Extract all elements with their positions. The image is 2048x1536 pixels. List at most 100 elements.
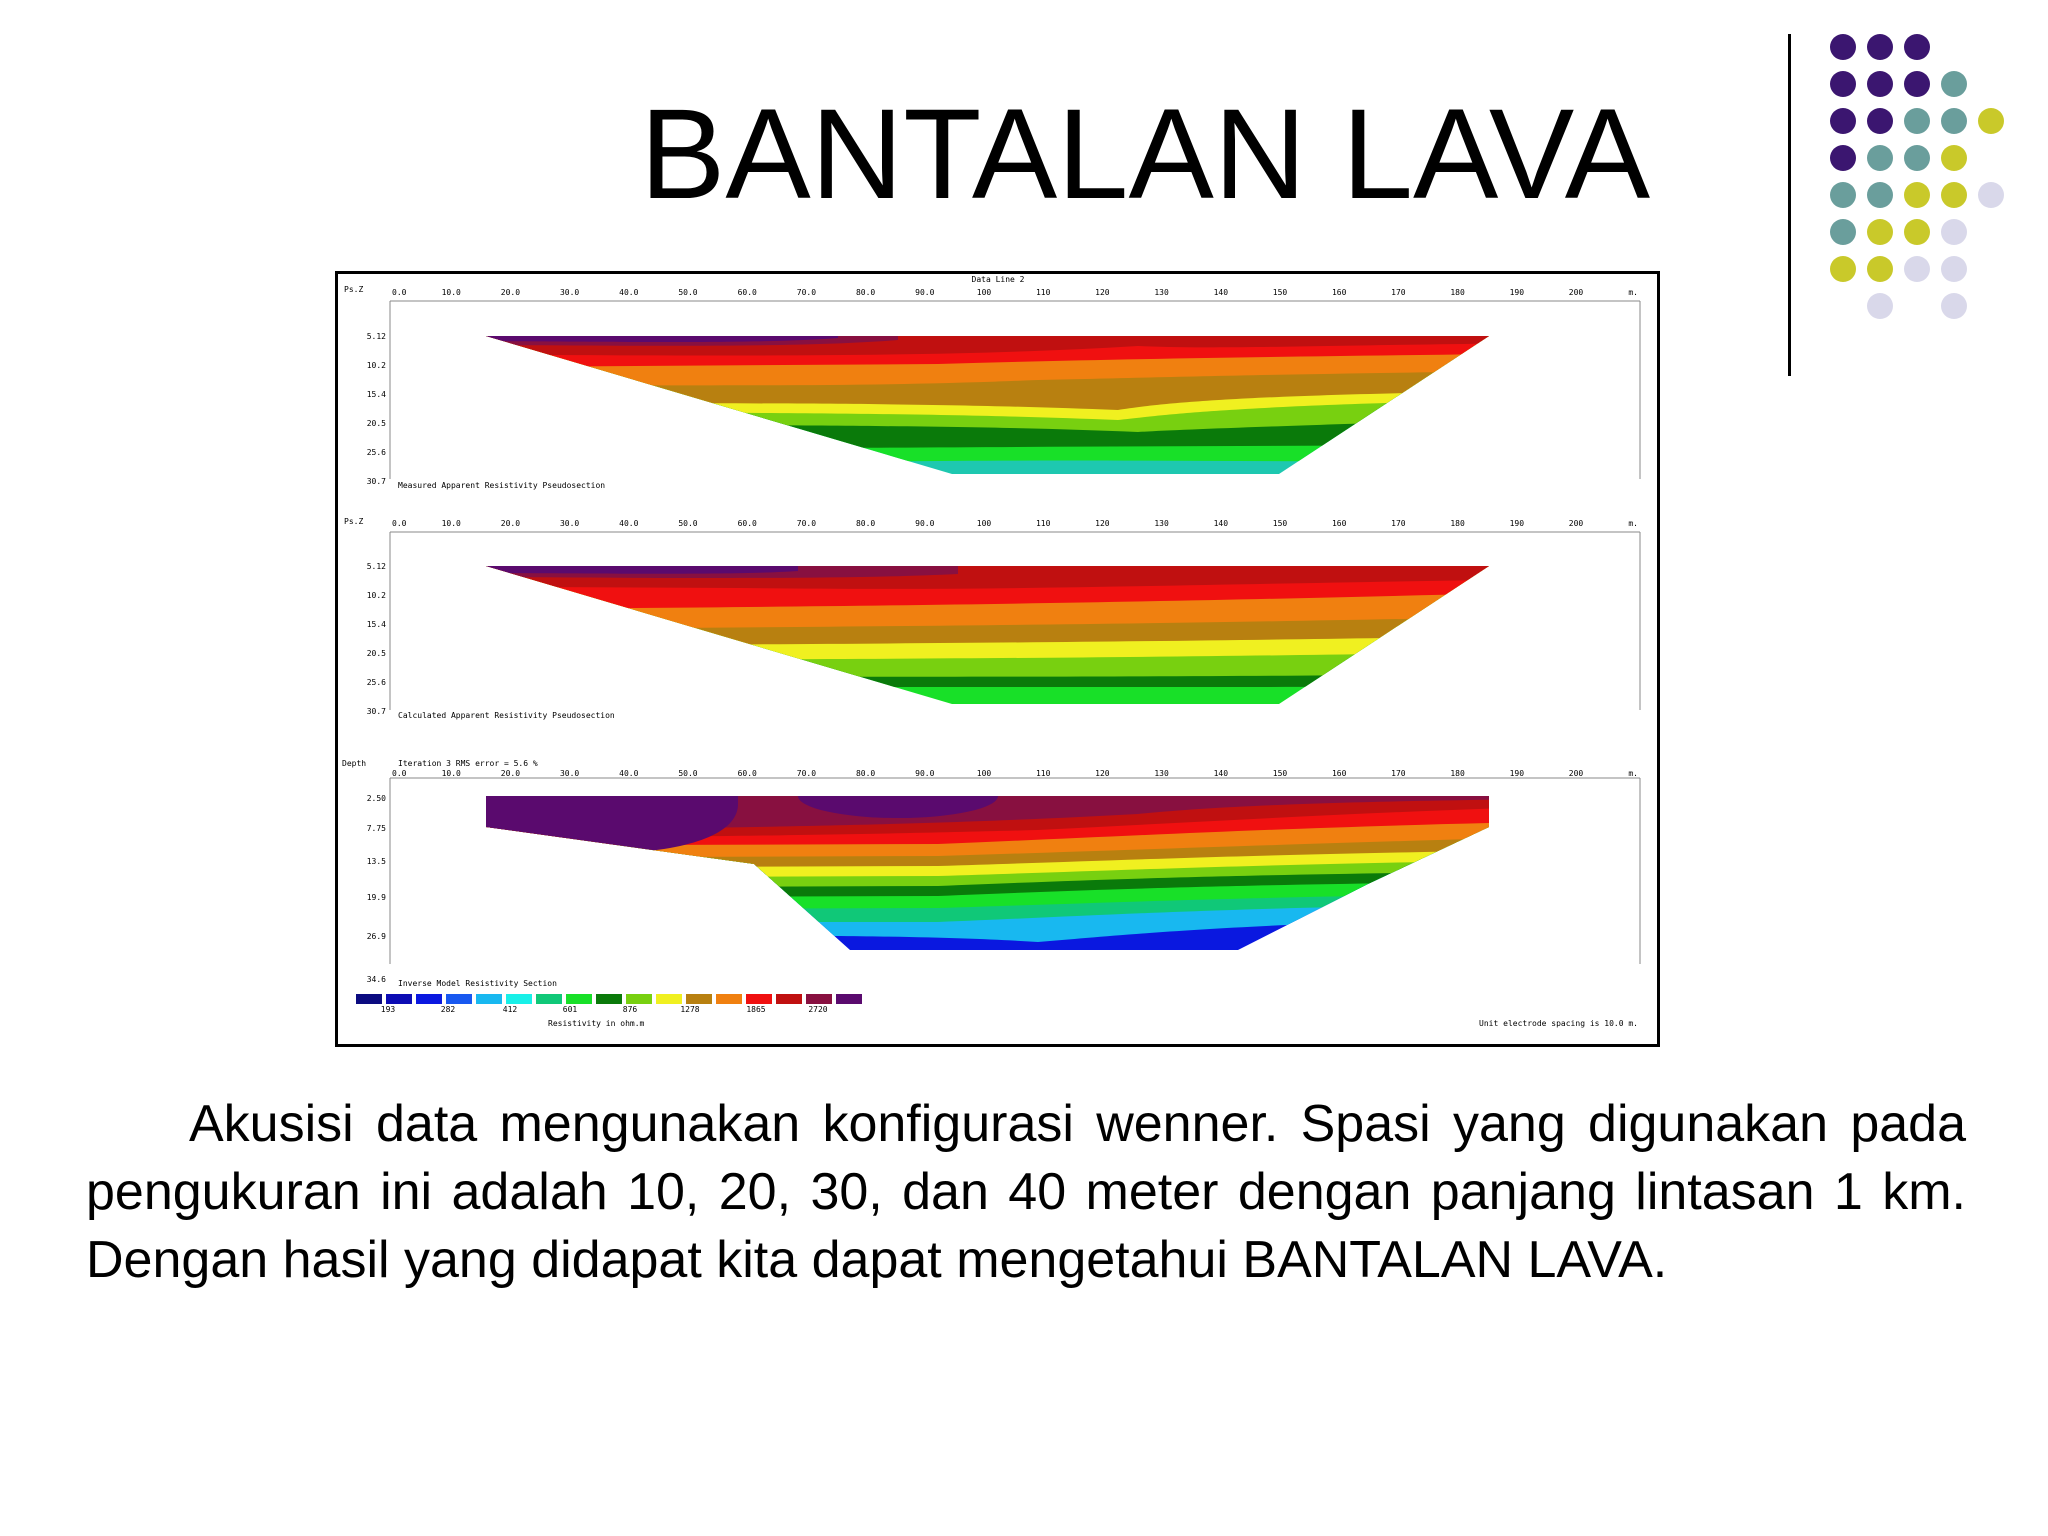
decorative-dot [1904,71,1930,97]
legend-value: 193 [381,1005,396,1014]
x-tick-label: 170 [1391,519,1406,528]
panel-2-caption: Calculated Apparent Resistivity Pseudose… [398,711,615,720]
x-tick-label: 200 [1569,519,1584,528]
y-tick-label: 10.2 [367,591,386,600]
decorative-dot [1867,256,1893,282]
y-tick-label: 25.6 [367,448,386,457]
legend-unit-label: Resistivity in ohm.m [548,1019,645,1028]
decorative-dot [1867,182,1893,208]
panel-3-header: Iteration 3 RMS error = 5.6 % [398,759,538,768]
panel-2-y-ticks: 5.12 10.2 15.4 20.5 25.6 30.7 [367,562,386,716]
decorative-dot [1941,219,1967,245]
x-tick-label: 90.0 [915,519,934,528]
x-tick-label: 90.0 [915,769,934,778]
decorative-dot [1941,182,1967,208]
y-tick-label: 7.75 [367,824,386,833]
x-tick-label: 160 [1332,519,1347,528]
panel-2-x-ticks: 0.0 10.0 20.0 30.0 40.0 50.0 60.0 70.0 80.0 90.0 1… [392,519,1638,528]
x-tick-label: 40.0 [619,769,638,778]
decorative-dot [1867,34,1893,60]
panel-1-y-ticks: 5.12 10.2 15.4 20.5 25.6 30.7 [367,332,386,486]
x-tick-label: 0.0 [392,769,407,778]
x-tick-label: 190 [1510,288,1525,297]
legend-swatch [536,994,562,1004]
x-tick-label: 0.0 [392,288,407,297]
x-tick-label: 30.0 [560,769,579,778]
panel-1-x-ticks: 0.0 10.0 20.0 30.0 40.0 50.0 60.0 70.0 80.0 90.0 1… [392,288,1638,297]
slide-body-text: Akusisi data mengunakan konfigurasi wenn… [86,1095,1966,1289]
x-tick-label: 120 [1095,288,1110,297]
legend-value: 2720 [808,1005,827,1014]
panel-3-ylabel: Depth [342,759,366,768]
legend-swatch [806,994,832,1004]
decorative-dot [1867,145,1893,171]
y-tick-label: 25.6 [367,678,386,687]
panel-3-x-ticks: 0.0 10.0 20.0 30.0 40.0 50.0 60.0 70.0 80.0 90.0 1… [392,769,1638,778]
panel-2-ylabel: Ps.Z [344,517,363,526]
decorative-dot [1904,34,1930,60]
panel-3-y-ticks: 2.50 7.75 13.5 19.9 26.9 34.6 [367,794,386,984]
x-unit-label: m. [1628,519,1638,528]
decorative-dot [1941,71,1967,97]
x-tick-label: 0.0 [392,519,407,528]
decorative-dot [1904,108,1930,134]
y-tick-label: 10.2 [367,361,386,370]
x-tick-label: 110 [1036,769,1051,778]
x-tick-label: 120 [1095,519,1110,528]
x-tick-label: 150 [1273,519,1288,528]
resistivity-legend: 193 282 412 601 876 1278 1865 2720 [356,994,862,1014]
figure-header: Data Line 2 [972,275,1025,284]
x-tick-label: 10.0 [442,288,461,297]
x-tick-label: 130 [1154,288,1169,297]
legend-value: 1865 [746,1005,765,1014]
decorative-dot [1830,256,1856,282]
x-tick-label: 10.0 [442,519,461,528]
x-tick-label: 70.0 [797,519,816,528]
x-unit-label: m. [1628,769,1638,778]
x-tick-label: 130 [1154,519,1169,528]
legend-swatch [476,994,502,1004]
y-tick-label: 15.4 [367,620,386,629]
x-tick-label: 100 [977,288,992,297]
x-tick-label: 70.0 [797,769,816,778]
x-tick-label: 70.0 [797,288,816,297]
y-tick-label: 13.5 [367,857,386,866]
y-tick-label: 15.4 [367,390,386,399]
x-tick-label: 140 [1214,288,1229,297]
x-tick-label: 200 [1569,769,1584,778]
x-tick-label: 50.0 [678,769,697,778]
y-tick-label: 20.5 [367,649,386,658]
panel-1-ylabel: Ps.Z [344,285,363,294]
y-tick-label: 2.50 [367,794,386,803]
legend-swatch [506,994,532,1004]
legend-swatch [626,994,652,1004]
x-tick-label: 180 [1450,519,1465,528]
x-tick-label: 200 [1569,288,1584,297]
y-tick-label: 5.12 [367,332,386,341]
decorative-dot [1867,293,1893,319]
x-tick-label: 160 [1332,288,1347,297]
x-tick-label: 150 [1273,769,1288,778]
decorative-dot [1978,108,2004,134]
x-tick-label: 180 [1450,288,1465,297]
decorative-dot [1867,219,1893,245]
decorative-dot [1867,108,1893,134]
legend-value: 601 [563,1005,578,1014]
panel-3-caption: Inverse Model Resistivity Section [398,979,557,988]
x-tick-label: 180 [1450,769,1465,778]
figure-footnote: Unit electrode spacing is 10.0 m. [1479,1019,1638,1028]
decorative-dot [1904,256,1930,282]
legend-swatch [386,994,412,1004]
x-tick-label: 40.0 [619,288,638,297]
decorative-dot [1941,256,1967,282]
x-tick-label: 80.0 [856,288,875,297]
legend-swatch [836,994,862,1004]
legend-swatch [596,994,622,1004]
x-tick-label: 60.0 [738,769,757,778]
decorative-dot [1904,219,1930,245]
x-tick-label: 130 [1154,769,1169,778]
x-tick-label: 150 [1273,288,1288,297]
slide-title: BANTALAN LAVA [640,83,1651,226]
legend-value: 876 [623,1005,638,1014]
resistivity-sections-svg: Data Line 2 Ps.Z 0.0 10.0 20.0 30.0 40.0 50.0… [342,275,1641,1028]
